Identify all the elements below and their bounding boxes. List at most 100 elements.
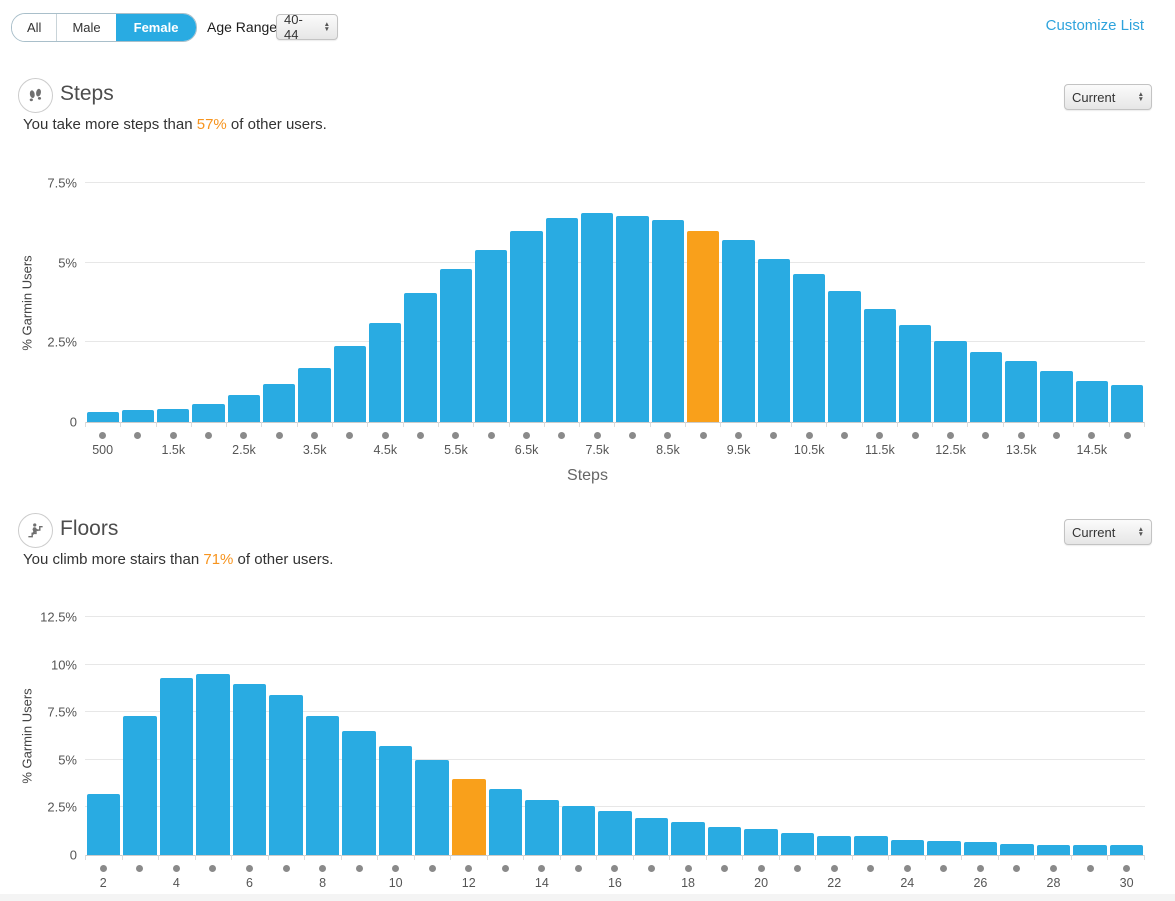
bar[interactable] — [342, 731, 376, 855]
bar[interactable] — [86, 412, 119, 422]
bar[interactable] — [298, 367, 331, 422]
bar[interactable] — [196, 674, 230, 855]
highlighted-bar[interactable] — [451, 778, 486, 855]
bar[interactable] — [1109, 845, 1144, 855]
bar[interactable] — [439, 269, 473, 422]
x-tick-label: 11.5k — [865, 443, 895, 457]
bar[interactable] — [757, 259, 791, 422]
bar[interactable] — [227, 394, 261, 422]
y-tick-label: 0 — [69, 847, 77, 863]
axis-dot — [346, 431, 354, 439]
bar[interactable] — [863, 308, 897, 422]
bar[interactable] — [86, 794, 121, 855]
bar[interactable] — [899, 324, 932, 422]
bar[interactable] — [598, 811, 632, 855]
bar[interactable] — [123, 716, 157, 855]
bar[interactable] — [817, 835, 851, 855]
x-tick-label — [341, 876, 378, 890]
bar[interactable] — [561, 805, 596, 855]
bar[interactable] — [159, 677, 194, 855]
bar[interactable] — [305, 716, 340, 855]
axis-tick — [231, 855, 268, 860]
age-range-select[interactable]: 40-44 ▲ ▼ — [276, 12, 338, 42]
bar[interactable] — [192, 404, 225, 422]
axis-dot — [1088, 431, 1096, 439]
x-tick-label: 18 — [681, 876, 695, 890]
bar[interactable] — [475, 249, 508, 422]
bar[interactable] — [1000, 843, 1034, 855]
segment-female-button[interactable]: Female — [115, 14, 197, 41]
x-tick-label: 12.5k — [935, 443, 966, 457]
x-tick-label: 24 — [900, 876, 915, 890]
axis-dot — [947, 431, 955, 439]
x-tick-label: 6 — [245, 876, 253, 890]
bar[interactable] — [853, 835, 888, 855]
floors-summary-suffix: of other users. — [233, 551, 334, 568]
x-tick-label — [268, 876, 305, 890]
bar[interactable] — [963, 841, 998, 855]
bar[interactable] — [651, 219, 685, 422]
axis-dot — [699, 431, 707, 439]
bar[interactable] — [378, 746, 413, 855]
steps-period-select[interactable]: Current ▲ ▼ — [1064, 84, 1152, 110]
axis-dot — [282, 864, 290, 872]
bar[interactable] — [890, 839, 925, 855]
bar[interactable] — [232, 683, 267, 855]
customize-list-link[interactable]: Customize List — [1045, 17, 1144, 34]
steps-x-axis: 500 1.5k 2.5k 3.5k 4.5k 5.5k 6.5k 7.5k 8.5k 9.5k 1… — [85, 422, 1145, 457]
bar[interactable] — [488, 789, 523, 855]
bar[interactable] — [780, 833, 815, 855]
x-tick-label — [474, 443, 509, 457]
y-tick-label: 7.5% — [47, 175, 77, 191]
highlighted-bar[interactable] — [687, 230, 720, 422]
x-tick-label — [779, 876, 816, 890]
bar[interactable] — [793, 273, 826, 422]
bar[interactable] — [1075, 380, 1109, 422]
bar[interactable] — [744, 829, 778, 855]
bar[interactable] — [581, 213, 614, 422]
bar[interactable] — [927, 840, 961, 855]
bar[interactable] — [634, 817, 669, 855]
x-tick-label — [852, 876, 889, 890]
bar[interactable] — [404, 292, 437, 422]
floors-percentile: 71% — [203, 551, 234, 568]
segment-all-button[interactable]: All — [12, 14, 57, 41]
bar[interactable] — [934, 340, 967, 422]
bar[interactable] — [969, 351, 1003, 422]
segment-male-button[interactable]: Male — [56, 14, 116, 41]
floors-summary-text: You climb more stairs than 71% of other … — [23, 551, 333, 568]
bar[interactable] — [671, 821, 705, 855]
floors-y-axis-label: % Garmin Users — [19, 688, 35, 784]
bar[interactable] — [616, 216, 649, 422]
bar[interactable] — [369, 323, 402, 422]
axis-tick — [924, 855, 962, 860]
bar[interactable] — [121, 410, 155, 422]
bar[interactable] — [722, 240, 755, 422]
x-tick-label — [191, 443, 226, 457]
bar[interactable] — [545, 218, 579, 422]
bar[interactable] — [263, 383, 296, 422]
bar[interactable] — [1005, 361, 1038, 422]
bar[interactable] — [415, 759, 449, 855]
bar[interactable] — [525, 799, 559, 855]
bar[interactable] — [269, 695, 303, 855]
x-tick-label: 8 — [319, 876, 327, 890]
bar[interactable] — [333, 345, 367, 422]
bar[interactable] — [1111, 385, 1144, 422]
steps-y-axis-label: % Garmin Users — [19, 254, 35, 351]
bar[interactable] — [1040, 371, 1073, 422]
bar[interactable] — [828, 291, 861, 422]
bar[interactable] — [1036, 844, 1071, 855]
axis-tick — [826, 422, 861, 427]
x-tick-label: 20 — [754, 876, 769, 890]
floors-period-select[interactable]: Current ▲ ▼ — [1064, 519, 1152, 545]
bar[interactable] — [707, 827, 742, 855]
axis-tick — [755, 422, 791, 427]
axis-tick — [402, 422, 438, 427]
axis-dot — [452, 431, 460, 439]
x-tick-label: 14.5k — [1076, 443, 1108, 457]
bar[interactable] — [510, 230, 543, 422]
bar[interactable] — [1073, 845, 1107, 855]
y-tick-label: 2.5% — [47, 799, 77, 815]
bar[interactable] — [157, 408, 190, 422]
